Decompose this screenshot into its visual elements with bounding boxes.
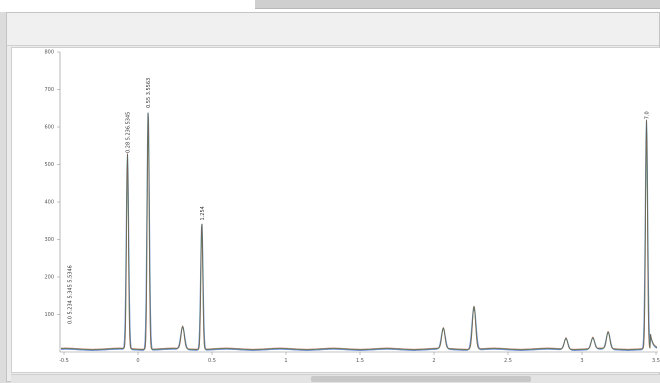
x-tick-label: 0.5 <box>208 358 216 364</box>
x-tick-label: 3 <box>580 358 583 364</box>
x-tick-label: 1.5 <box>356 358 364 364</box>
chromatogram-chart[interactable]: 100 200 300 400 500 600 700 800 -0.5 0 0.5 1 1.5 2 2.5… <box>12 48 660 372</box>
trace-red <box>61 113 658 350</box>
x-tick-label: 1 <box>284 358 287 364</box>
y-tick-label: 100 <box>44 312 54 318</box>
y-tick-label: 200 <box>44 275 54 281</box>
chromatogram-window: 100 200 300 400 500 600 700 800 -0.5 0 0.5 1 1.5 2 2.5… <box>6 12 660 383</box>
x-tick-label: 2 <box>432 358 435 364</box>
y-tick-label: 700 <box>44 87 54 93</box>
trace-gray <box>61 112 658 351</box>
y-tick-label: 800 <box>44 50 54 56</box>
y-tick-label: 300 <box>44 237 54 243</box>
horizontal-scrollbar[interactable] <box>11 374 660 383</box>
top-strip <box>0 0 660 12</box>
y-tick-label: 400 <box>44 200 54 206</box>
x-tick-label: -0.5 <box>59 358 69 364</box>
y-tick-label: 600 <box>44 125 54 131</box>
trace-blue <box>61 112 658 351</box>
scrollbar-thumb[interactable] <box>311 376 531 382</box>
x-tick-label: 3.5 <box>652 358 660 364</box>
toolbar <box>7 13 659 46</box>
start-label: 0.0 5.234 5.345 5.5346 <box>68 265 74 324</box>
trace-green <box>61 112 658 351</box>
top-strip-shade <box>255 0 660 9</box>
plot-frame[interactable]: 100 200 300 400 500 600 700 800 -0.5 0 0.5 1 1.5 2 2.5… <box>11 47 660 373</box>
peak-label: 1.254 <box>200 206 206 220</box>
y-tick-label: 500 <box>44 162 54 168</box>
peak-label: 0.28 5.236.5345 <box>125 112 131 153</box>
peak-label: 0.55 3.5563 <box>146 78 152 108</box>
x-tick-label: 0 <box>136 358 139 364</box>
peak-label: 7.0 <box>645 111 651 119</box>
x-tick-label: 2.5 <box>504 358 512 364</box>
